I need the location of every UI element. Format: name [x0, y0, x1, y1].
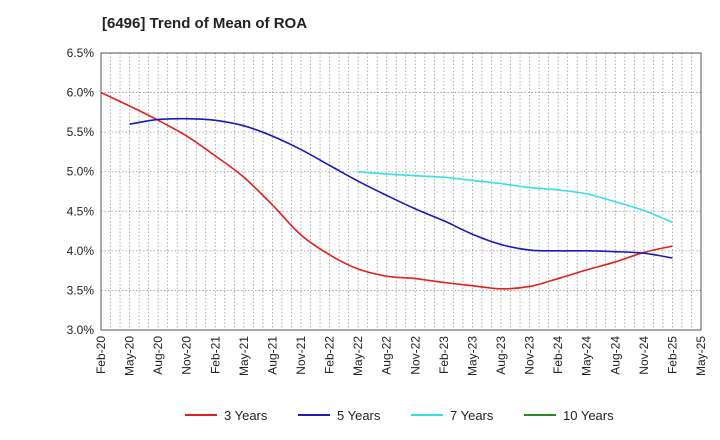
x-tick-label: Aug-20	[151, 336, 165, 375]
series-line-5-years	[129, 117, 673, 259]
series-line-3-years	[100, 91, 673, 290]
x-tick-label: May-23	[465, 336, 479, 376]
x-tick-label: May-22	[351, 336, 365, 376]
legend-label: 7 Years	[450, 408, 494, 423]
y-tick-label: 3.0%	[67, 323, 95, 337]
y-tick-label: 6.5%	[67, 46, 95, 60]
x-tick-label: Feb-23	[437, 336, 451, 374]
y-tick-label: 4.5%	[67, 204, 95, 218]
x-tick-label: Nov-21	[294, 336, 308, 375]
series-line-7-years	[358, 170, 673, 224]
y-tick-label: 6.0%	[67, 86, 95, 100]
x-axis-ticks: Feb-20 May-20 Aug-20 Nov-20 Feb-21 May-21 Aug-…	[94, 336, 708, 376]
x-tick-label: May-25	[694, 336, 708, 376]
y-tick-label: 5.5%	[67, 125, 95, 139]
grid	[101, 53, 701, 330]
x-tick-label: May-21	[237, 336, 251, 376]
x-tick-label: Aug-21	[265, 336, 279, 375]
x-tick-label: Feb-21	[208, 336, 222, 374]
x-tick-label: Aug-22	[380, 336, 394, 375]
y-tick-label: 3.5%	[67, 283, 95, 297]
x-tick-label: Nov-22	[408, 336, 422, 375]
x-tick-label: Nov-24	[637, 336, 651, 375]
x-tick-label: Aug-24	[608, 336, 622, 375]
x-tick-label: Nov-20	[180, 336, 194, 375]
x-tick-label: May-24	[580, 336, 594, 376]
y-tick-label: 4.0%	[67, 244, 95, 258]
x-tick-label: Feb-22	[323, 336, 337, 374]
x-tick-label: Feb-24	[551, 336, 565, 374]
x-tick-label: May-20	[123, 336, 137, 376]
legend-label: 5 Years	[337, 408, 381, 423]
plot-frame	[100, 52, 702, 331]
y-tick-label: 5.0%	[67, 165, 95, 179]
legend: 3 Years 5 Years 7 Years 10 Years	[185, 408, 614, 423]
x-tick-label: Feb-20	[94, 336, 108, 374]
series-lines	[100, 91, 673, 290]
chart-title: [6496] Trend of Mean of ROA	[102, 15, 308, 32]
x-tick-label: Aug-23	[494, 336, 508, 375]
x-tick-label: Nov-23	[523, 336, 537, 375]
legend-label: 3 Years	[224, 408, 268, 423]
legend-label: 10 Years	[563, 408, 614, 423]
y-axis-ticks: 3.0% 3.5% 4.0% 4.5% 5.0% 5.5% 6.0% 6.5%	[67, 46, 95, 337]
x-tick-label: Feb-25	[665, 336, 679, 374]
